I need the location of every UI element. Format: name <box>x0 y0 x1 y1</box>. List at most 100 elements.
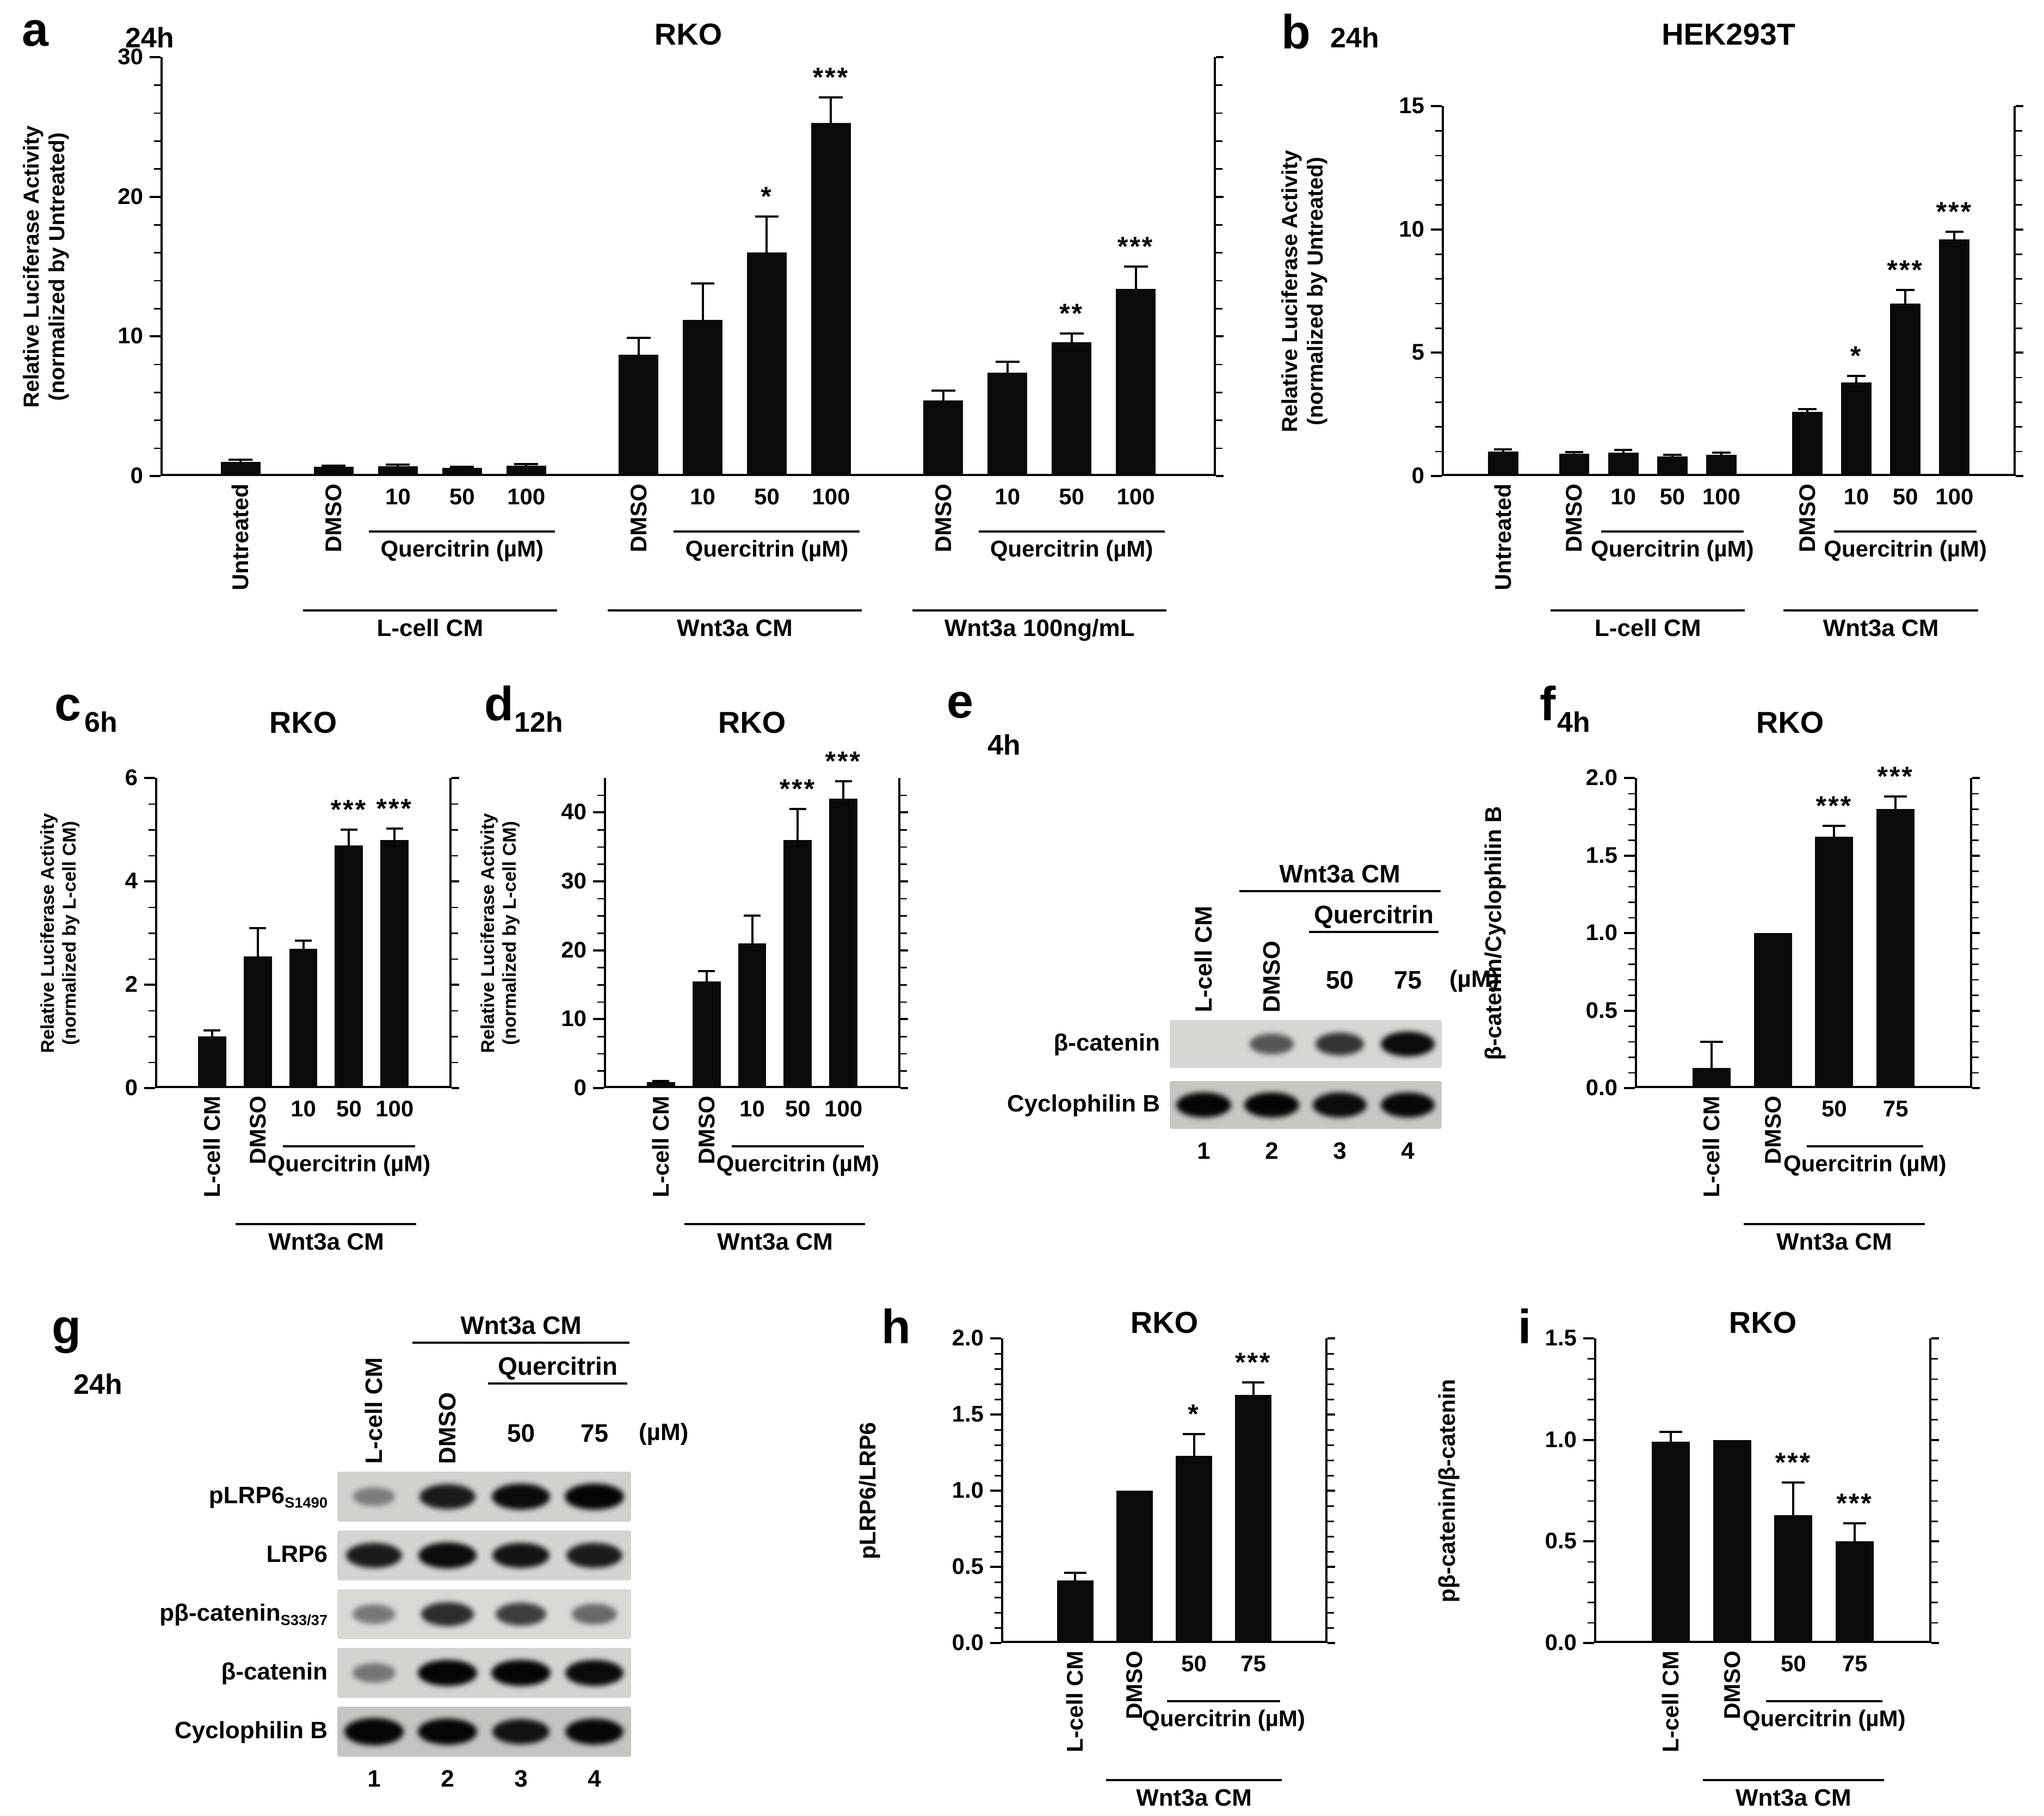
y-minor-tick <box>1435 254 1442 255</box>
y-axis-label: pβ-catenin/β-catenin <box>1434 1379 1461 1603</box>
lane-label: 50 <box>507 1419 535 1447</box>
blot-row-label: Cyclophilin B <box>1006 1090 1160 1117</box>
y-minor-tick <box>1931 1358 1938 1360</box>
group-line <box>1702 1779 1885 1781</box>
y-minor-tick <box>597 1053 604 1055</box>
sig-stars: *** <box>1836 1487 1873 1518</box>
y-minor-tick <box>1972 1041 1979 1042</box>
lane-number: 1 <box>367 1765 381 1792</box>
group-label: L-cell CM <box>376 615 484 641</box>
vertical-label-text: L-cell CM <box>1657 1651 1683 1752</box>
blot-band <box>1380 1092 1435 1118</box>
y-tick <box>1431 351 1442 354</box>
error-bar <box>1622 450 1625 454</box>
group-line <box>1551 609 1745 611</box>
y-tick-label: 0.5 <box>1585 997 1617 1023</box>
y-minor-tick <box>1628 839 1635 841</box>
y-minor-tick <box>597 1036 604 1037</box>
sig-stars: *** <box>1936 196 1973 227</box>
x-label: L-cell CM <box>1656 1651 1685 1778</box>
y-minor-tick <box>1435 130 1442 132</box>
y-tick <box>150 475 160 477</box>
y-tick-label: 1.5 <box>952 1401 984 1426</box>
error-bar <box>830 97 832 124</box>
error-bar <box>1573 452 1576 455</box>
bar <box>1836 1541 1874 1643</box>
y-minor-tick <box>154 447 160 449</box>
blot-band <box>353 1604 396 1624</box>
bar <box>313 467 354 476</box>
y-minor-tick <box>1972 1057 1979 1058</box>
bar <box>1234 1394 1272 1643</box>
y-tick-right <box>452 984 459 986</box>
y-minor-tick <box>1435 204 1442 206</box>
panel-i: i RKO pβ-catenin/β-catenin 0.0 0.5 1.0 1.5 L-… <box>1415 1295 2043 1816</box>
panel-a: a 24h RKO Relative Luciferase Activity (n… <box>16 5 1268 650</box>
y-minor-tick <box>597 898 604 900</box>
x-label: 100 <box>1935 484 1974 509</box>
y-tick-label: 0.5 <box>952 1553 984 1579</box>
y-minor-tick <box>900 932 907 934</box>
bar-chart-hek293t-24h: Relative Luciferase Activity (normalized … <box>1273 5 2044 650</box>
lane-label: DMSO <box>1257 868 1287 1012</box>
vertical-label-text: Untreated <box>1490 484 1516 591</box>
y-tick <box>990 1490 1001 1492</box>
error-cap <box>1843 1522 1867 1524</box>
bracket-label: Quercitrin (µM) <box>1591 536 1754 561</box>
y-tick <box>1583 1642 1594 1644</box>
error-cap <box>322 464 346 467</box>
x-label: 100 <box>375 1096 414 1121</box>
bar <box>1692 1067 1731 1088</box>
y-minor-tick <box>597 1070 604 1072</box>
y-minor-tick <box>1588 1500 1594 1502</box>
y-axis-label: β-catenin/Cyclophilin B <box>1480 806 1507 1060</box>
sig-stars: *** <box>1815 790 1853 821</box>
x-label: DMSO <box>624 484 653 592</box>
y-tick <box>990 1642 1001 1644</box>
time-label: 6h <box>84 707 118 738</box>
group-label: Wnt3a CM <box>1776 1228 1892 1255</box>
y-tick-label: 0 <box>1411 462 1424 488</box>
error-cap <box>1712 451 1731 454</box>
y-tick-right <box>452 777 459 779</box>
error-cap <box>1896 288 1915 291</box>
group-label: L-cell CM <box>1594 615 1701 641</box>
bar <box>1815 837 1854 1088</box>
error-bar <box>1894 796 1897 810</box>
error-bar <box>1720 452 1722 456</box>
y-minor-tick <box>900 967 907 968</box>
bar <box>1890 303 1921 476</box>
y-minor-tick <box>1327 1536 1334 1537</box>
blot-row-label-subscript: S1490 <box>285 1494 328 1511</box>
y-tick-right <box>1327 1337 1335 1339</box>
y-minor-tick <box>1327 1368 1334 1370</box>
y-minor-tick <box>1972 1026 1979 1027</box>
sig-stars: *** <box>1234 1347 1272 1378</box>
blot-row-label: pLRP6S1490 <box>208 1482 328 1511</box>
y-minor-tick <box>597 794 604 796</box>
y-minor-tick <box>995 1627 1001 1629</box>
y-axis-label-line: (normalized by L-cell CM) <box>59 821 80 1045</box>
y-minor-tick <box>1972 808 1979 810</box>
bar <box>1057 1580 1094 1643</box>
y-tick <box>1624 932 1635 934</box>
x-label: DMSO <box>1793 484 1822 592</box>
error-bar <box>1193 1434 1195 1457</box>
y-minor-tick <box>995 1399 1001 1400</box>
y-tick-right <box>1931 1438 1939 1441</box>
y-minor-tick <box>1628 1026 1635 1027</box>
y-minor-tick <box>1435 180 1442 181</box>
y-axis-label-line: Relative Luciferase Activity <box>37 813 58 1053</box>
drug-line <box>487 1382 628 1385</box>
panel-h: h RKO pLRP6/LRP6 0.0 0.5 1.0 1.5 2.0 L-cell CM… <box>838 1295 1387 1816</box>
y-tick-right <box>1327 1413 1335 1416</box>
panel-letter: h <box>881 1300 911 1354</box>
bracket-label: Quercitrin (µM) <box>1142 1706 1305 1731</box>
y-tick-right <box>1327 1642 1335 1644</box>
error-bar <box>461 466 464 469</box>
error-cap <box>1614 449 1633 452</box>
bar <box>378 466 418 476</box>
y-minor-tick <box>1327 1444 1334 1446</box>
x-label: 100 <box>1116 484 1155 509</box>
error-bar <box>1671 454 1674 458</box>
